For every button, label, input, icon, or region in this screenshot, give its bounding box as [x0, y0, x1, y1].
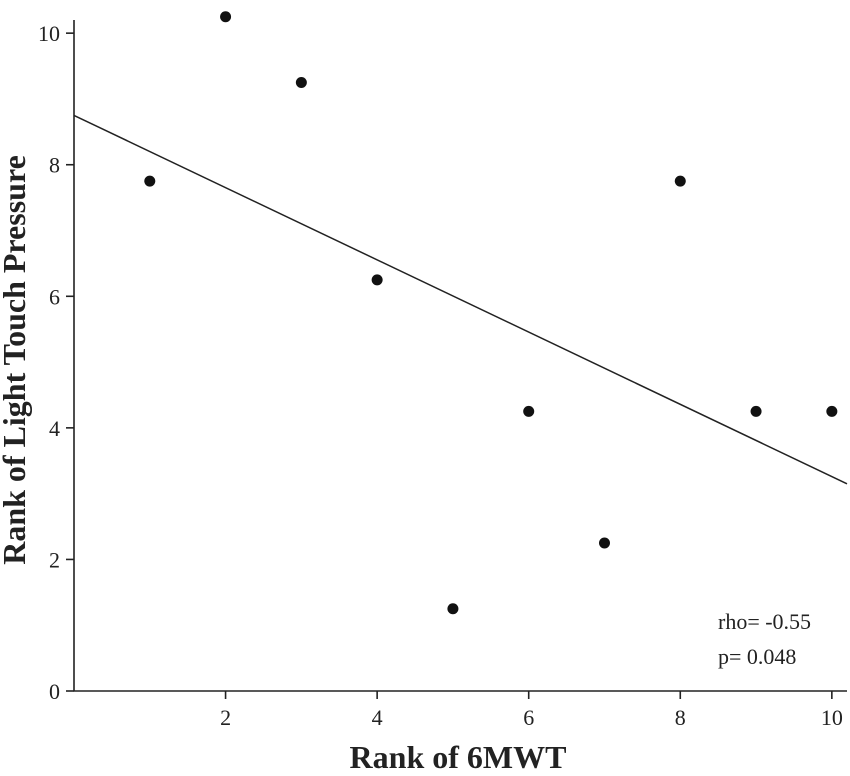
data-point [371, 274, 383, 286]
data-point [674, 175, 686, 187]
trendline-group [73, 114, 848, 485]
ticks: 0 2 4 6 8 10 2 4 6 8 10 [38, 21, 843, 730]
data-point [295, 76, 307, 88]
x-tick-label: 4 [372, 705, 383, 730]
p-value-annotation: p= 0.048 [718, 644, 796, 669]
axes [73, 20, 847, 692]
x-tick-label: 8 [675, 705, 686, 730]
data-point [144, 175, 156, 187]
y-tick-label: 0 [49, 679, 60, 704]
points-group [144, 11, 838, 615]
data-point [523, 405, 535, 417]
data-point [750, 405, 762, 417]
y-tick-label: 2 [49, 547, 60, 572]
y-tick-label: 10 [38, 21, 60, 46]
trendline [73, 114, 848, 485]
y-tick-label: 4 [49, 416, 60, 441]
y-axis-title: Rank of Light Touch Pressure [0, 155, 32, 565]
data-point [220, 11, 232, 23]
data-point [826, 405, 838, 417]
rho-annotation: rho= -0.55 [718, 609, 811, 634]
y-tick-label: 8 [49, 153, 60, 178]
x-tick-label: 10 [821, 705, 843, 730]
y-tick-label: 6 [49, 284, 60, 309]
x-tick-label: 2 [220, 705, 231, 730]
data-point [447, 603, 459, 615]
x-axis-title: Rank of 6MWT [350, 739, 567, 775]
data-point [598, 537, 610, 549]
x-tick-label: 6 [523, 705, 534, 730]
